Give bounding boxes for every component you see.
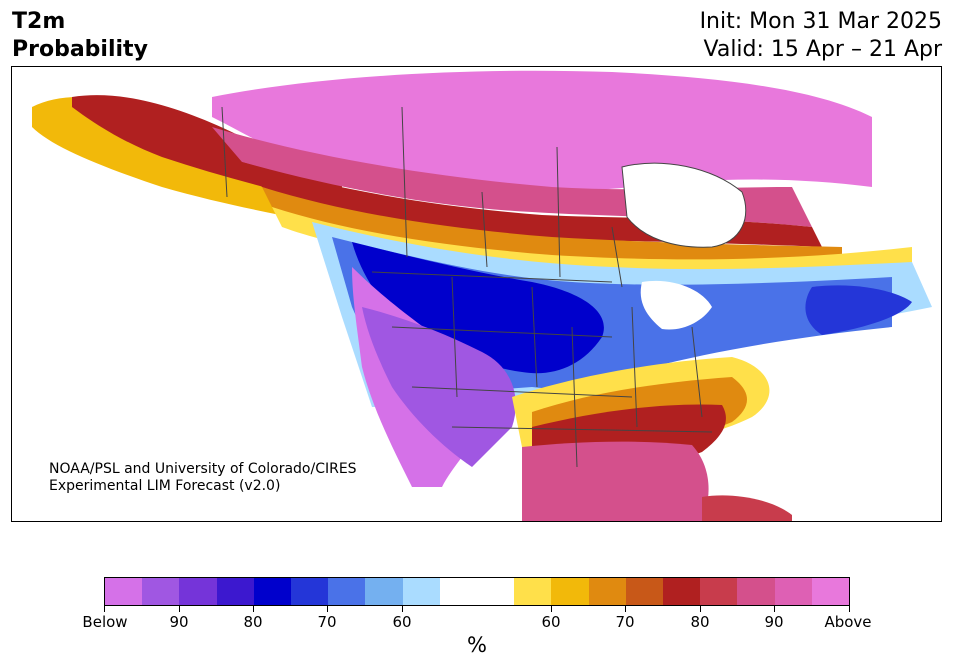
colorbar-segment xyxy=(700,578,738,605)
tick-mark xyxy=(104,606,105,612)
probability-map-svg xyxy=(12,67,941,521)
tick-label: 80 xyxy=(243,613,263,631)
valid-date: Valid: 15 Apr – 21 Apr xyxy=(703,37,943,62)
tick-mark xyxy=(849,606,850,612)
colorbar-segment xyxy=(514,578,552,605)
tick-label: 80 xyxy=(690,613,710,631)
tick-label: 70 xyxy=(317,613,337,631)
colorbar-segment xyxy=(551,578,589,605)
colorbar-segment xyxy=(365,578,403,605)
gulf-above-region xyxy=(522,441,709,521)
tick-mark xyxy=(551,606,552,612)
tick-mark xyxy=(179,606,180,612)
boundary-lines xyxy=(221,106,713,468)
tick-mark xyxy=(625,606,626,612)
colorbar-segment xyxy=(142,578,180,605)
central-cold-deep xyxy=(352,242,604,374)
colorbar-segment xyxy=(737,578,775,605)
credit-line-2: Experimental LIM Forecast (v2.0) xyxy=(49,478,281,494)
title-line-2: Probability xyxy=(12,37,148,62)
northeast-cold-region xyxy=(805,285,912,335)
colorbar-segment xyxy=(588,578,626,605)
colorbar-segment xyxy=(291,578,329,605)
init-date: Init: Mon 31 Mar 2025 xyxy=(699,9,942,34)
colorbar-segment xyxy=(402,578,440,605)
tick-mark xyxy=(327,606,328,612)
colorbar-segment xyxy=(774,578,812,605)
caribbean-warm-region xyxy=(702,495,792,521)
tick-label: 90 xyxy=(764,613,784,631)
colorbar xyxy=(104,577,850,606)
colorbar-segment xyxy=(811,578,850,605)
tick-mark xyxy=(700,606,701,612)
northern-canada-above-region xyxy=(212,70,872,193)
colorbar-segment xyxy=(253,578,292,605)
title-line-1: T2m xyxy=(12,9,66,34)
hudson-bay xyxy=(621,162,747,248)
colorbar-segment xyxy=(625,578,664,605)
date-info: Init: Mon 31 Mar 2025 Valid: 15 Apr – 21… xyxy=(700,8,942,64)
forecast-map xyxy=(11,66,942,522)
tick-mark xyxy=(774,606,775,612)
tick-label: 60 xyxy=(541,613,561,631)
colorbar-segment xyxy=(216,578,254,605)
credit-line-1: NOAA/PSL and University of Colorado/CIRE… xyxy=(49,461,357,477)
credit-text: NOAA/PSL and University of Colorado/CIRE… xyxy=(49,461,357,495)
colorbar-segment xyxy=(105,578,143,605)
great-lakes xyxy=(640,280,712,330)
colorbar-segment xyxy=(179,578,217,605)
tick-label: 70 xyxy=(615,613,635,631)
tick-label: 90 xyxy=(169,613,189,631)
colorbar-segment xyxy=(663,578,701,605)
colorbar-unit: % xyxy=(467,633,487,657)
tick-mark xyxy=(402,606,403,612)
tick-label: 60 xyxy=(392,613,412,631)
tick-label: Below xyxy=(82,613,128,631)
colorbar-segment xyxy=(328,578,366,605)
tick-mark xyxy=(253,606,254,612)
chart-title: T2m Probability xyxy=(12,8,148,64)
colorbar-segment xyxy=(439,578,478,605)
colorbar-segment xyxy=(477,578,515,605)
tick-label: Above xyxy=(824,613,872,631)
canada-band-orange xyxy=(262,187,842,262)
